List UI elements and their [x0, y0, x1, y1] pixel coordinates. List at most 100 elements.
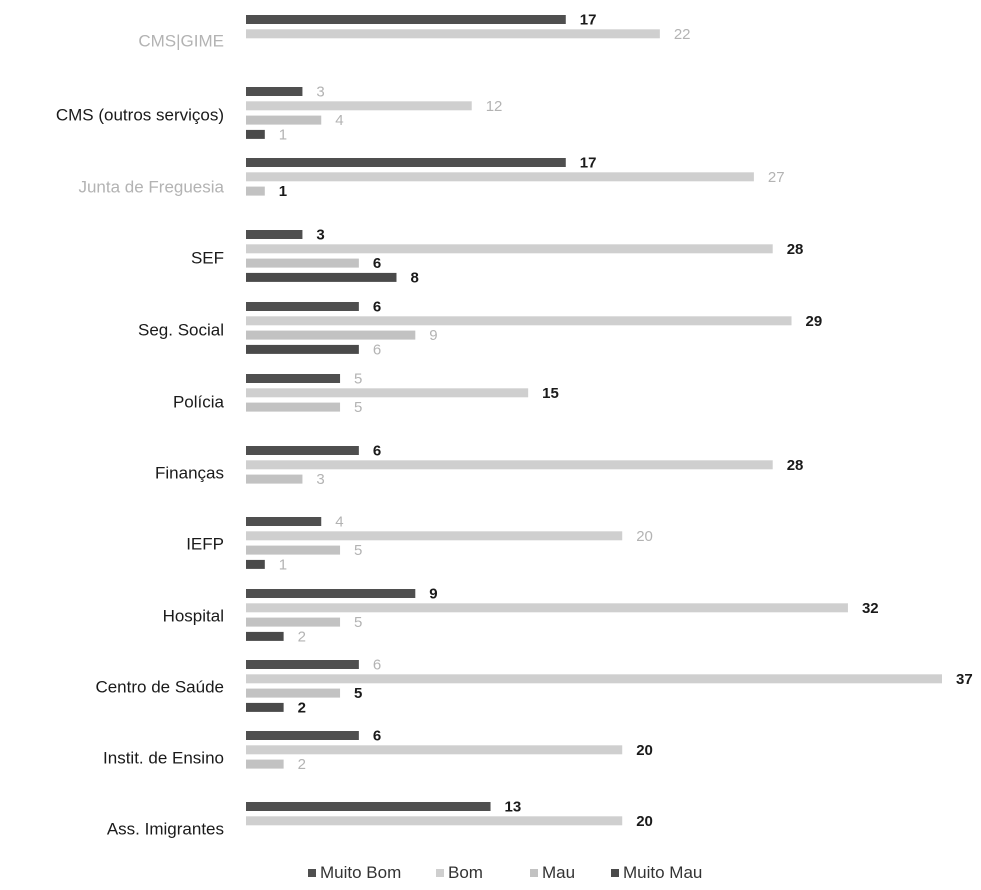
value-label-financas-mau: 3	[316, 471, 324, 488]
bar-instit-de-ensino-bom	[246, 745, 623, 755]
category-label-sef: SEF	[191, 248, 224, 267]
category-label-instit-de-ensino: Instit. de Ensino	[103, 748, 224, 767]
value-label-seg-social-muito-mau: 6	[373, 341, 381, 358]
bar-iefp-muito-mau	[246, 559, 265, 569]
category-label-policia: Polícia	[173, 392, 225, 411]
value-label-policia-bom: 15	[542, 385, 559, 402]
bars-layer	[246, 15, 942, 826]
bar-centro-de-saude-mau	[246, 688, 341, 698]
category-label-hospital: Hospital	[163, 606, 224, 625]
bar-iefp-muito-bom	[246, 517, 322, 526]
value-label-instit-de-ensino-bom: 20	[636, 742, 653, 759]
legend-swatch-muito-bom	[308, 869, 316, 877]
value-label-cms-outros-servicos-muito-mau: 1	[279, 126, 287, 143]
value-label-cms-outros-servicos-muito-bom: 3	[316, 83, 324, 100]
bar-ass-imigrantes-bom	[246, 816, 623, 826]
value-label-seg-social-mau: 9	[429, 327, 437, 344]
category-label-cms-outros-servicos: CMS (outros serviços)	[56, 105, 224, 124]
bar-policia-mau	[246, 402, 341, 412]
category-labels: CMS|GIME CMS (outros serviços) Junta de Fr…	[56, 31, 225, 838]
value-label-junta-de-freguesia-mau: 1	[279, 183, 287, 200]
bar-junta-de-freguesia-mau	[246, 186, 265, 196]
bar-centro-de-saude-bom	[246, 674, 942, 684]
value-label-policia-muito-bom: 5	[354, 370, 362, 387]
value-label-sef-mau: 6	[373, 255, 381, 272]
bar-junta-de-freguesia-bom	[246, 172, 754, 182]
value-label-sef-bom: 28	[787, 241, 804, 258]
value-label-cms-outros-servicos-mau: 4	[335, 112, 343, 129]
legend-label-bom: Bom	[448, 863, 483, 882]
value-label-hospital-mau: 5	[354, 614, 362, 631]
bar-junta-de-freguesia-muito-bom	[246, 158, 566, 167]
category-label-seg-social: Seg. Social	[138, 320, 224, 339]
value-label-centro-de-saude-muito-mau: 2	[298, 699, 306, 716]
bar-iefp-mau	[246, 545, 341, 555]
value-label-ass-imigrantes-muito-bom: 13	[505, 798, 522, 815]
value-label-instit-de-ensino-mau: 2	[298, 756, 306, 773]
bar-hospital-bom	[246, 603, 848, 613]
legend-label-muito-mau: Muito Mau	[623, 863, 702, 882]
labels-layer: 1722312411727132868629965155628342051932…	[279, 11, 973, 829]
value-label-financas-bom: 28	[787, 457, 804, 474]
category-label-financas: Finanças	[155, 463, 224, 482]
category-label-junta-de-freguesia: Junta de Freguesia	[78, 177, 224, 196]
bar-centro-de-saude-muito-bom	[246, 660, 359, 669]
legend-item-mau: Mau	[530, 863, 575, 882]
bar-cms-outros-servicos-mau	[246, 115, 322, 125]
category-label-cms-gime: CMS|GIME	[138, 31, 224, 50]
bar-hospital-muito-bom	[246, 589, 416, 598]
category-label-ass-imigrantes: Ass. Imigrantes	[107, 819, 224, 838]
value-label-hospital-muito-mau: 2	[298, 628, 306, 645]
legend-swatch-muito-mau	[611, 869, 619, 877]
legend-item-muito-bom: Muito Bom	[308, 863, 401, 882]
bar-financas-mau	[246, 474, 303, 484]
legend-item-bom: Bom	[436, 863, 483, 882]
bar-ass-imigrantes-muito-bom	[246, 802, 491, 811]
legend-swatch-mau	[530, 869, 538, 877]
legend-swatch-bom	[436, 869, 444, 877]
bar-sef-bom	[246, 244, 773, 254]
value-label-policia-mau: 5	[354, 399, 362, 416]
value-label-centro-de-saude-muito-bom: 6	[373, 656, 381, 673]
bar-cms-gime-bom	[246, 29, 660, 39]
bar-centro-de-saude-muito-mau	[246, 702, 284, 712]
value-label-cms-gime-bom: 22	[674, 26, 691, 43]
bar-sef-muito-mau	[246, 272, 397, 282]
legend-label-muito-bom: Muito Bom	[320, 863, 401, 882]
legend-label-mau: Mau	[542, 863, 575, 882]
value-label-seg-social-bom: 29	[806, 313, 823, 330]
value-label-seg-social-muito-bom: 6	[373, 298, 381, 315]
bar-cms-gime-muito-bom	[246, 15, 566, 24]
value-label-centro-de-saude-mau: 5	[354, 685, 362, 702]
bar-hospital-mau	[246, 617, 341, 627]
bar-seg-social-bom	[246, 316, 792, 326]
bar-cms-outros-servicos-muito-bom	[246, 87, 303, 96]
bar-cms-outros-servicos-bom	[246, 101, 472, 111]
value-label-sef-muito-bom: 3	[316, 226, 324, 243]
bar-sef-mau	[246, 258, 359, 268]
bar-cms-outros-servicos-muito-mau	[246, 129, 265, 139]
bar-financas-bom	[246, 460, 773, 470]
bar-instit-de-ensino-mau	[246, 759, 284, 769]
value-label-junta-de-freguesia-muito-bom: 17	[580, 154, 597, 171]
value-label-iefp-bom: 20	[636, 528, 653, 545]
value-label-iefp-mau: 5	[354, 542, 362, 559]
bar-instit-de-ensino-muito-bom	[246, 731, 359, 740]
category-label-centro-de-saude: Centro de Saúde	[95, 677, 224, 696]
value-label-sef-muito-mau: 8	[410, 269, 418, 286]
value-label-financas-muito-bom: 6	[373, 442, 381, 459]
bar-policia-muito-bom	[246, 374, 341, 383]
value-label-hospital-bom: 32	[862, 600, 879, 617]
value-label-junta-de-freguesia-bom: 27	[768, 169, 785, 186]
value-label-ass-imigrantes-bom: 20	[636, 813, 653, 830]
bar-seg-social-muito-bom	[246, 302, 359, 311]
value-label-iefp-muito-mau: 1	[279, 556, 287, 573]
bar-hospital-muito-mau	[246, 631, 284, 641]
bar-financas-muito-bom	[246, 446, 359, 455]
value-label-hospital-muito-bom: 9	[429, 585, 437, 602]
value-label-centro-de-saude-bom: 37	[956, 671, 973, 688]
value-label-iefp-muito-bom: 4	[335, 513, 343, 530]
legend-item-muito-mau: Muito Mau	[611, 863, 702, 882]
value-label-instit-de-ensino-muito-bom: 6	[373, 727, 381, 744]
